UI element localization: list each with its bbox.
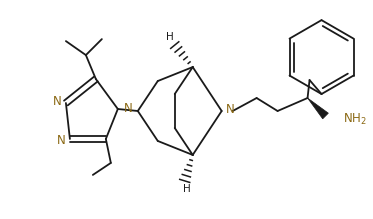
Text: H: H bbox=[183, 184, 191, 194]
Text: N: N bbox=[226, 102, 235, 115]
Text: N: N bbox=[123, 101, 132, 115]
Text: N: N bbox=[53, 95, 61, 108]
Text: H: H bbox=[166, 32, 173, 42]
Text: NH$_2$: NH$_2$ bbox=[344, 111, 367, 127]
Polygon shape bbox=[308, 98, 328, 119]
Text: N: N bbox=[57, 134, 65, 147]
